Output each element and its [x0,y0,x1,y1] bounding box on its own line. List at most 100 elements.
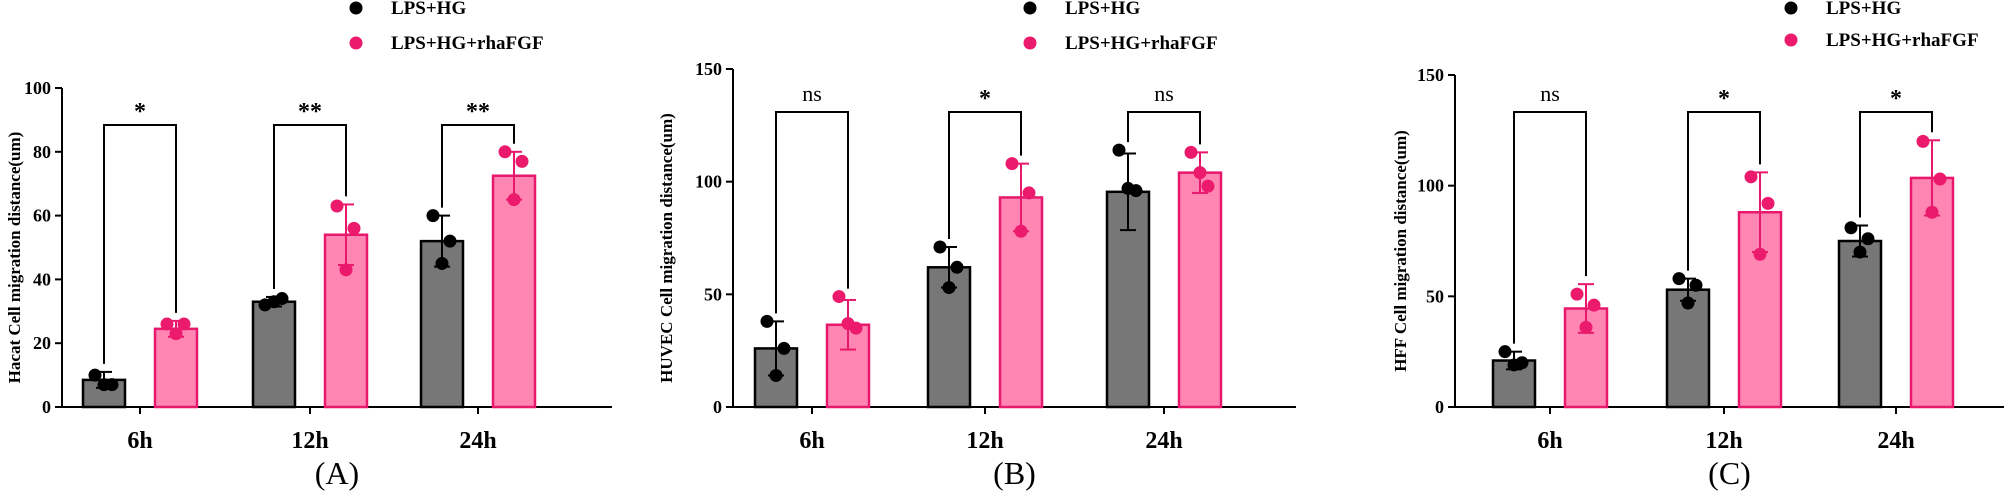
data-point [1193,166,1207,180]
legend-label: LPS+HG+rhaFGF [1065,33,1218,54]
legend-marker [1023,1,1037,15]
chart-panel: 0 50 100 150 HFF Cell migration distance(um)… [1391,0,2004,491]
significance-bracket [103,124,177,364]
legend-label: LPS+HG+rhaFGF [391,33,544,54]
data-point [330,199,344,213]
bar [153,327,199,409]
legend-marker [1023,36,1037,50]
data-point [1933,172,1947,186]
data-point [1761,196,1775,210]
significance-label: ** [298,99,322,125]
significance-bracket [775,111,849,314]
y-tick-label: 150 [695,59,722,79]
data-point [1014,224,1028,238]
y-tick-label: 20 [33,333,51,353]
x-tick-label: 24h [1877,428,1914,454]
significance-label: * [1890,86,1902,112]
x-tick-label: 6h [1537,428,1562,454]
significance-label: ns [802,81,822,106]
y-tick-label: 100 [24,78,51,98]
significance-bracket [1127,111,1201,145]
data-point [97,378,111,392]
y-axis-label: HUVEC Cell migration distance(um) [657,113,676,383]
legend-marker [349,36,363,50]
significance-label: ns [1540,81,1560,106]
legend-label: LPS+HG [1065,0,1140,19]
significance-bracket [1859,111,1933,218]
legend-marker [349,1,363,15]
y-tick-label: 50 [1426,286,1444,306]
legend-marker [1784,33,1798,47]
legend-label: LPS+HG+rhaFGF [1826,30,1979,51]
significance-bracket [441,124,515,208]
x-tick-label: 24h [459,428,496,454]
bar [491,174,537,409]
y-tick-label: 40 [33,269,51,289]
data-point [1005,157,1019,171]
data-point [1861,232,1875,246]
data-point [950,260,964,274]
data-point [1672,272,1686,286]
data-point [769,368,783,382]
data-point [1844,221,1858,235]
bar [1177,171,1223,409]
data-point [841,317,855,331]
y-tick-label: 0 [1435,397,1444,417]
panel-label: (C) [1708,455,1751,491]
significance-label: * [979,86,991,112]
data-point [1121,181,1135,195]
data-point [435,256,449,270]
data-point [1022,186,1036,200]
significance-label: ** [466,99,490,125]
data-point [88,368,102,382]
x-tick-label: 6h [799,428,824,454]
chart-panel: 0 20 40 60 80 100 Hacat Cell migration distanc… [5,0,612,491]
data-point [267,295,281,309]
data-point [1689,278,1703,292]
data-point [1201,179,1215,193]
significance-bracket [1513,111,1587,344]
data-point [760,314,774,328]
data-point [1112,143,1126,157]
x-tick-label: 12h [1705,428,1742,454]
data-point [1507,358,1521,372]
data-point [832,290,846,304]
data-point [933,240,947,254]
y-tick-label: 0 [42,397,51,417]
y-tick-label: 100 [695,172,722,192]
significance-bracket [948,111,1022,240]
x-tick-label: 24h [1145,428,1182,454]
legend-label: LPS+HG [391,0,466,19]
x-tick-label: 6h [127,428,152,454]
y-tick-label: 60 [33,206,51,226]
data-point [177,317,191,331]
data-point [1498,345,1512,359]
data-point [339,263,353,277]
data-point [507,193,521,207]
data-point [1853,245,1867,259]
data-point [1587,298,1601,312]
data-point [1184,145,1198,159]
data-point [1925,205,1939,219]
data-point [1579,320,1593,334]
significance-label: ns [1154,81,1174,106]
y-tick-label: 80 [33,142,51,162]
y-axis-label: HFF Cell migration distance(um) [1391,130,1410,372]
y-tick-label: 0 [713,397,722,417]
x-tick-label: 12h [966,428,1003,454]
data-point [169,327,183,341]
panel-label: (A) [315,455,359,491]
y-tick-label: 50 [704,284,722,304]
data-point [777,341,791,355]
legend-label: LPS+HG [1826,0,1901,19]
bar [1837,239,1883,409]
y-axis-label: Hacat Cell migration distance(um) [5,132,24,384]
significance-label: * [1718,86,1730,112]
chart-panel: 0 50 100 150 HUVEC Cell migration distance(u… [657,0,1296,491]
data-point [515,154,529,168]
data-point [498,145,512,159]
y-tick-label: 100 [1417,176,1444,196]
panel-label: (B) [993,455,1036,491]
data-point [1681,296,1695,310]
